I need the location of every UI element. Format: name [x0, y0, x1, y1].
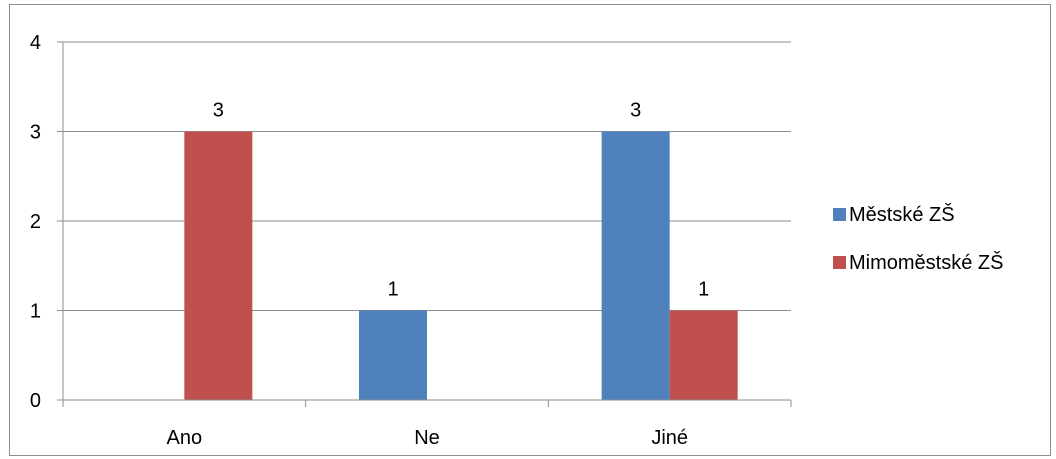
legend: Městské ZŠ Mimoměstské ZŠ [833, 203, 1003, 274]
bar-s0-c2 [601, 131, 670, 400]
data-labels: 1 3 3 1 [213, 100, 709, 301]
y-tick-label-2: 2 [30, 211, 41, 233]
y-tick-label-3: 3 [30, 122, 41, 144]
bar-s1-c2 [669, 310, 738, 400]
legend-label-1: Mimoměstské ZŠ [849, 251, 1003, 274]
x-tick-label-2: Jiné [651, 427, 688, 449]
x-tick-label-0: Ano [167, 427, 203, 449]
legend-swatch-1 [833, 256, 846, 269]
chart-frame [9, 4, 1051, 456]
x-tick-labels: Ano Ne Jiné [167, 427, 688, 449]
bar-s0-c1 [359, 310, 427, 400]
data-label-s0-c2: 3 [630, 100, 641, 122]
y-tick-labels: 0 1 2 3 4 [30, 32, 41, 412]
legend-swatch-0 [833, 208, 846, 221]
data-label-s1-c2: 1 [698, 279, 709, 301]
bar-s1-c0 [184, 131, 253, 400]
y-tick-label-4: 4 [30, 32, 41, 54]
x-tick-label-1: Ne [414, 427, 440, 449]
axes [57, 41, 792, 407]
data-label-s0-c1: 1 [387, 279, 398, 301]
y-tick-label-1: 1 [30, 301, 41, 323]
bars [184, 131, 738, 400]
y-tick-label-0: 0 [30, 390, 41, 412]
gridlines [63, 41, 791, 311]
data-label-s1-c0: 3 [213, 100, 224, 122]
legend-label-0: Městské ZŠ [849, 203, 955, 226]
